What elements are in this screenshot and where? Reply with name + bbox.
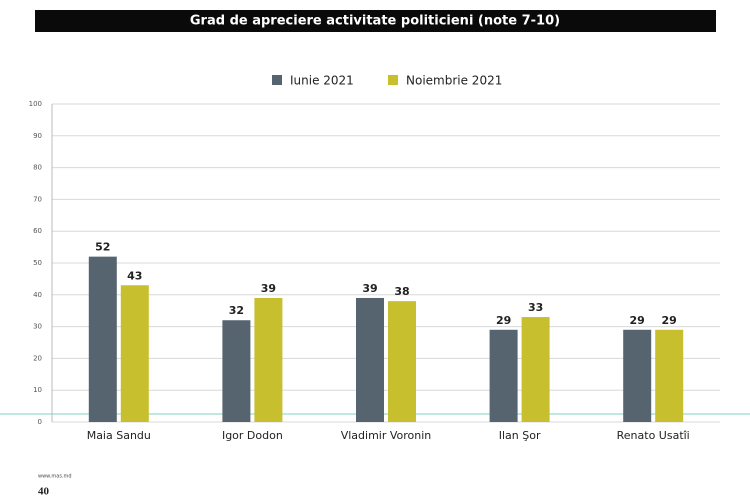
value-label: 39 <box>261 282 276 295</box>
value-label: 38 <box>394 285 409 298</box>
x-tick-label: Igor Dodon <box>222 429 283 442</box>
value-label: 29 <box>662 314 677 327</box>
source: www.mas.md <box>38 474 72 480</box>
bar <box>655 329 684 422</box>
legend-label: Noiembrie 2021 <box>406 74 502 88</box>
value-label: 39 <box>362 282 377 295</box>
value-label: 52 <box>95 241 110 254</box>
x-tick-label: Vladimir Voronin <box>341 429 432 442</box>
legend-swatch <box>388 75 398 85</box>
x-tick-label: Maia Sandu <box>87 429 151 442</box>
bar <box>623 329 652 422</box>
bar <box>521 317 550 422</box>
bar <box>356 297 384 422</box>
legend-label: Iunie 2021 <box>290 74 354 88</box>
value-label: 29 <box>630 314 645 327</box>
value-label: 43 <box>127 269 142 282</box>
y-tick-label: 60 <box>33 227 42 235</box>
value-label: 33 <box>528 301 543 314</box>
y-tick-label: 20 <box>33 354 42 362</box>
page-number: 40 <box>38 486 50 498</box>
bar <box>88 256 117 422</box>
bar <box>120 285 149 422</box>
y-tick-label: 70 <box>33 195 42 203</box>
y-tick-label: 40 <box>33 291 42 299</box>
bar <box>254 297 283 422</box>
value-label: 32 <box>229 304 244 317</box>
y-tick-label: 50 <box>33 259 42 267</box>
value-label: 29 <box>496 314 511 327</box>
bar <box>222 320 251 422</box>
y-tick-label: 80 <box>33 164 42 172</box>
legend-swatch <box>272 75 282 85</box>
y-tick-label: 100 <box>29 100 42 108</box>
x-tick-label: Ilan Şor <box>499 429 541 442</box>
chart-title: Grad de apreciere activitate politicieni… <box>190 14 560 29</box>
y-tick-label: 90 <box>33 132 42 140</box>
bar <box>388 301 416 422</box>
y-tick-label: 30 <box>33 323 42 331</box>
x-tick-label: Renato Usatîi <box>617 429 690 442</box>
y-tick-label: 0 <box>38 418 42 426</box>
title-bar <box>35 10 716 32</box>
bar <box>489 329 518 422</box>
y-tick-label: 10 <box>33 386 42 394</box>
